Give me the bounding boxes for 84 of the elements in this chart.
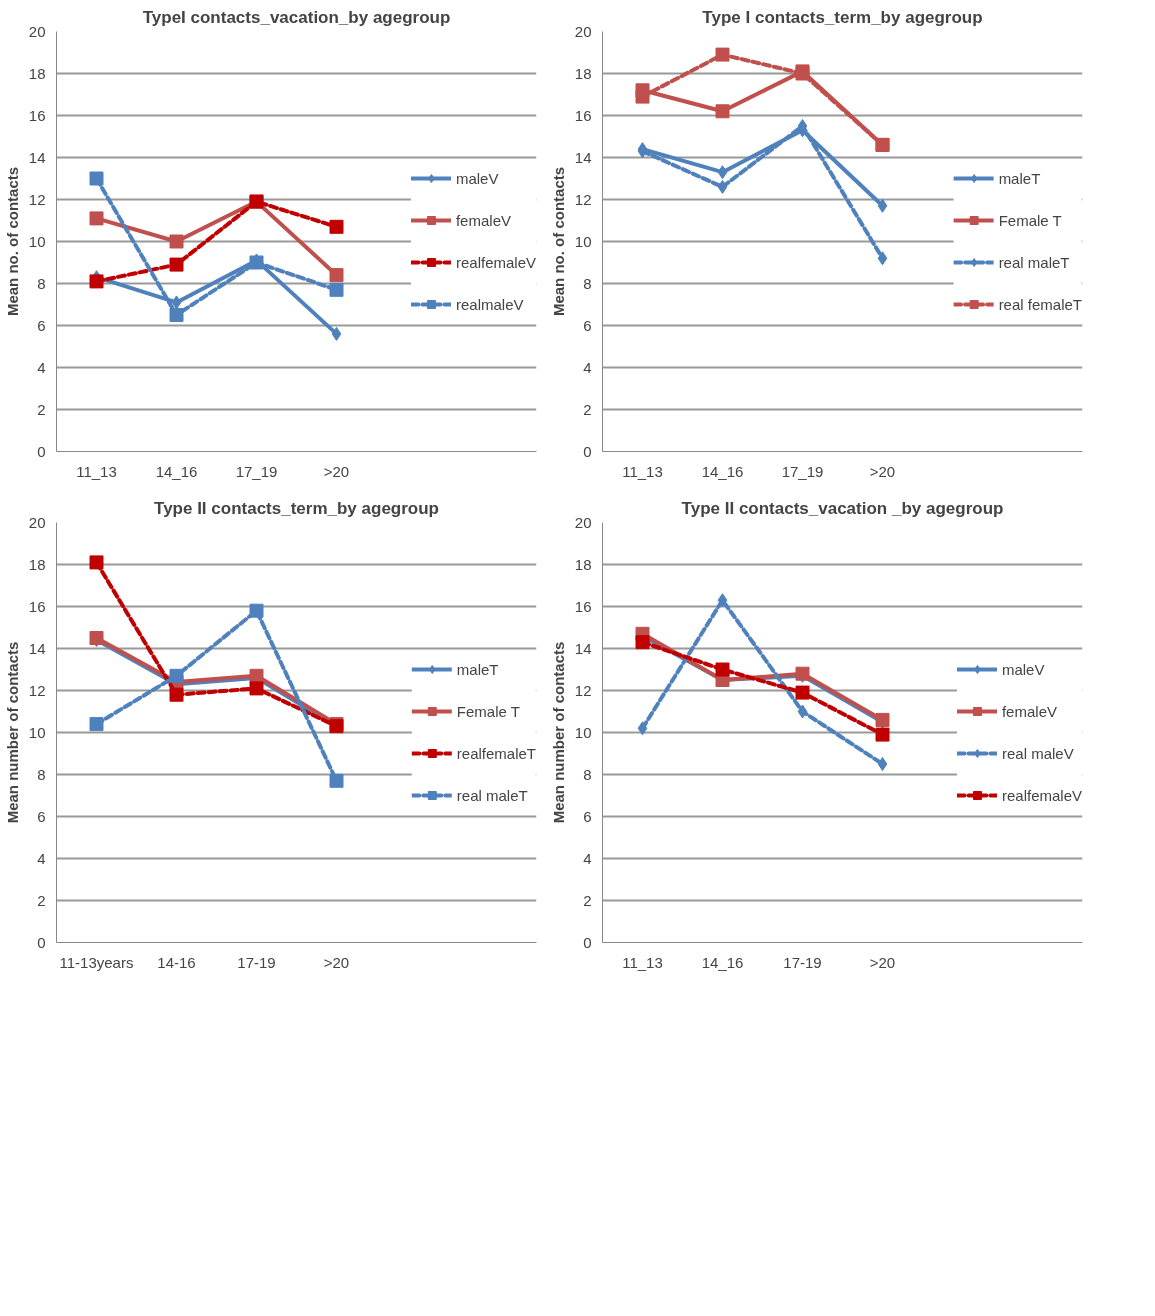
legend-label: real maleT [456,786,528,804]
legend-label: Female T [998,211,1062,229]
y-tick-label: 8 [37,274,46,292]
y-tick-label: 6 [37,316,46,334]
y-tick-label: 2 [37,891,46,909]
y-tick-label: 6 [583,316,592,334]
y-tick-label: 8 [583,765,592,783]
x-tick-label: 17_19 [235,462,278,480]
x-tick-label: 14_16 [701,462,744,480]
y-tick-label: 16 [28,106,46,124]
y-tick-label: 10 [28,232,46,250]
x-tick-label: 17-19 [237,953,276,971]
y-tick-label: 16 [574,106,592,124]
x-tick-label: >20 [869,953,896,971]
x-tick-label: 11_13 [622,462,663,480]
legend-label: maleV [1001,660,1045,678]
y-tick-label: 8 [583,274,592,292]
y-tick-label: 10 [574,723,592,741]
y-tick-label: 20 [574,513,592,531]
y-tick-label: 0 [583,933,592,951]
y-tick-label: 12 [28,190,46,208]
y-axis-title: Mean no. of contacts [549,166,567,317]
y-tick-label: 16 [28,597,46,615]
legend-label: real femaleT [998,295,1082,313]
legend-label: femaleV [455,211,511,229]
x-tick-label: >20 [323,953,350,971]
y-tick-label: 14 [28,639,46,657]
y-tick-label: 10 [574,232,592,250]
x-tick-label: 11_13 [76,462,117,480]
x-tick-label: 17_19 [781,462,824,480]
y-tick-label: 4 [37,358,46,376]
y-tick-label: 10 [28,723,46,741]
y-axis-title: Mean no. of contacts [3,166,21,317]
legend-label: maleV [455,169,499,187]
y-axis-title: Mean number of contacts [3,641,21,824]
y-tick-label: 18 [574,64,592,82]
legend-label: real maleT [998,253,1070,271]
y-tick-label: 20 [574,22,592,40]
chart-title: Type II contacts_term_by agegroup [154,498,439,518]
x-tick-label: 14-16 [157,953,196,971]
y-tick-label: 0 [583,442,592,460]
y-tick-label: 18 [28,64,46,82]
legend-label: femaleV [1001,702,1057,720]
x-tick-label: 11_13 [622,953,663,971]
y-tick-label: 18 [28,555,46,573]
y-tick-label: 2 [583,400,592,418]
legend-label: realfemaleV [1001,786,1082,804]
y-tick-label: 4 [583,849,592,867]
y-tick-label: 12 [574,190,592,208]
y-tick-label: 20 [28,513,46,531]
legend-label: realfemaleT [456,744,536,762]
x-tick-label: 17-19 [783,953,822,971]
legend-label: Female T [456,702,520,720]
x-tick-label: 14_16 [155,462,198,480]
y-tick-label: 2 [37,400,46,418]
x-tick-label: >20 [869,462,896,480]
y-tick-label: 14 [574,639,592,657]
y-tick-label: 20 [28,22,46,40]
y-axis-title: Mean number of contacts [549,641,567,824]
legend-label: realfemaleV [455,253,536,271]
y-tick-label: 16 [574,597,592,615]
legend-label: realmaleV [455,295,524,313]
y-tick-label: 14 [28,148,46,166]
y-tick-label: 6 [37,807,46,825]
y-tick-label: 8 [37,765,46,783]
legend-label: maleT [998,169,1041,187]
chart-title: TypeI contacts_vacation_by agegroup [142,7,451,27]
y-tick-label: 2 [583,891,592,909]
y-tick-label: 4 [583,358,592,376]
legend-label: maleT [456,660,499,678]
y-tick-label: 14 [574,148,592,166]
y-tick-label: 12 [28,681,46,699]
chart-title: Type I contacts_term_by agegroup [702,7,983,27]
y-tick-label: 4 [37,849,46,867]
y-tick-label: 0 [37,933,46,951]
x-tick-label: 11-13years [59,953,134,971]
y-tick-label: 18 [574,555,592,573]
y-tick-label: 12 [574,681,592,699]
x-tick-label: 14_16 [701,953,744,971]
y-tick-label: 0 [37,442,46,460]
legend-label: real maleV [1001,744,1074,762]
y-tick-label: 6 [583,807,592,825]
chart-title: Type II contacts_vacation _by agegroup [681,498,1004,518]
x-tick-label: >20 [323,462,350,480]
